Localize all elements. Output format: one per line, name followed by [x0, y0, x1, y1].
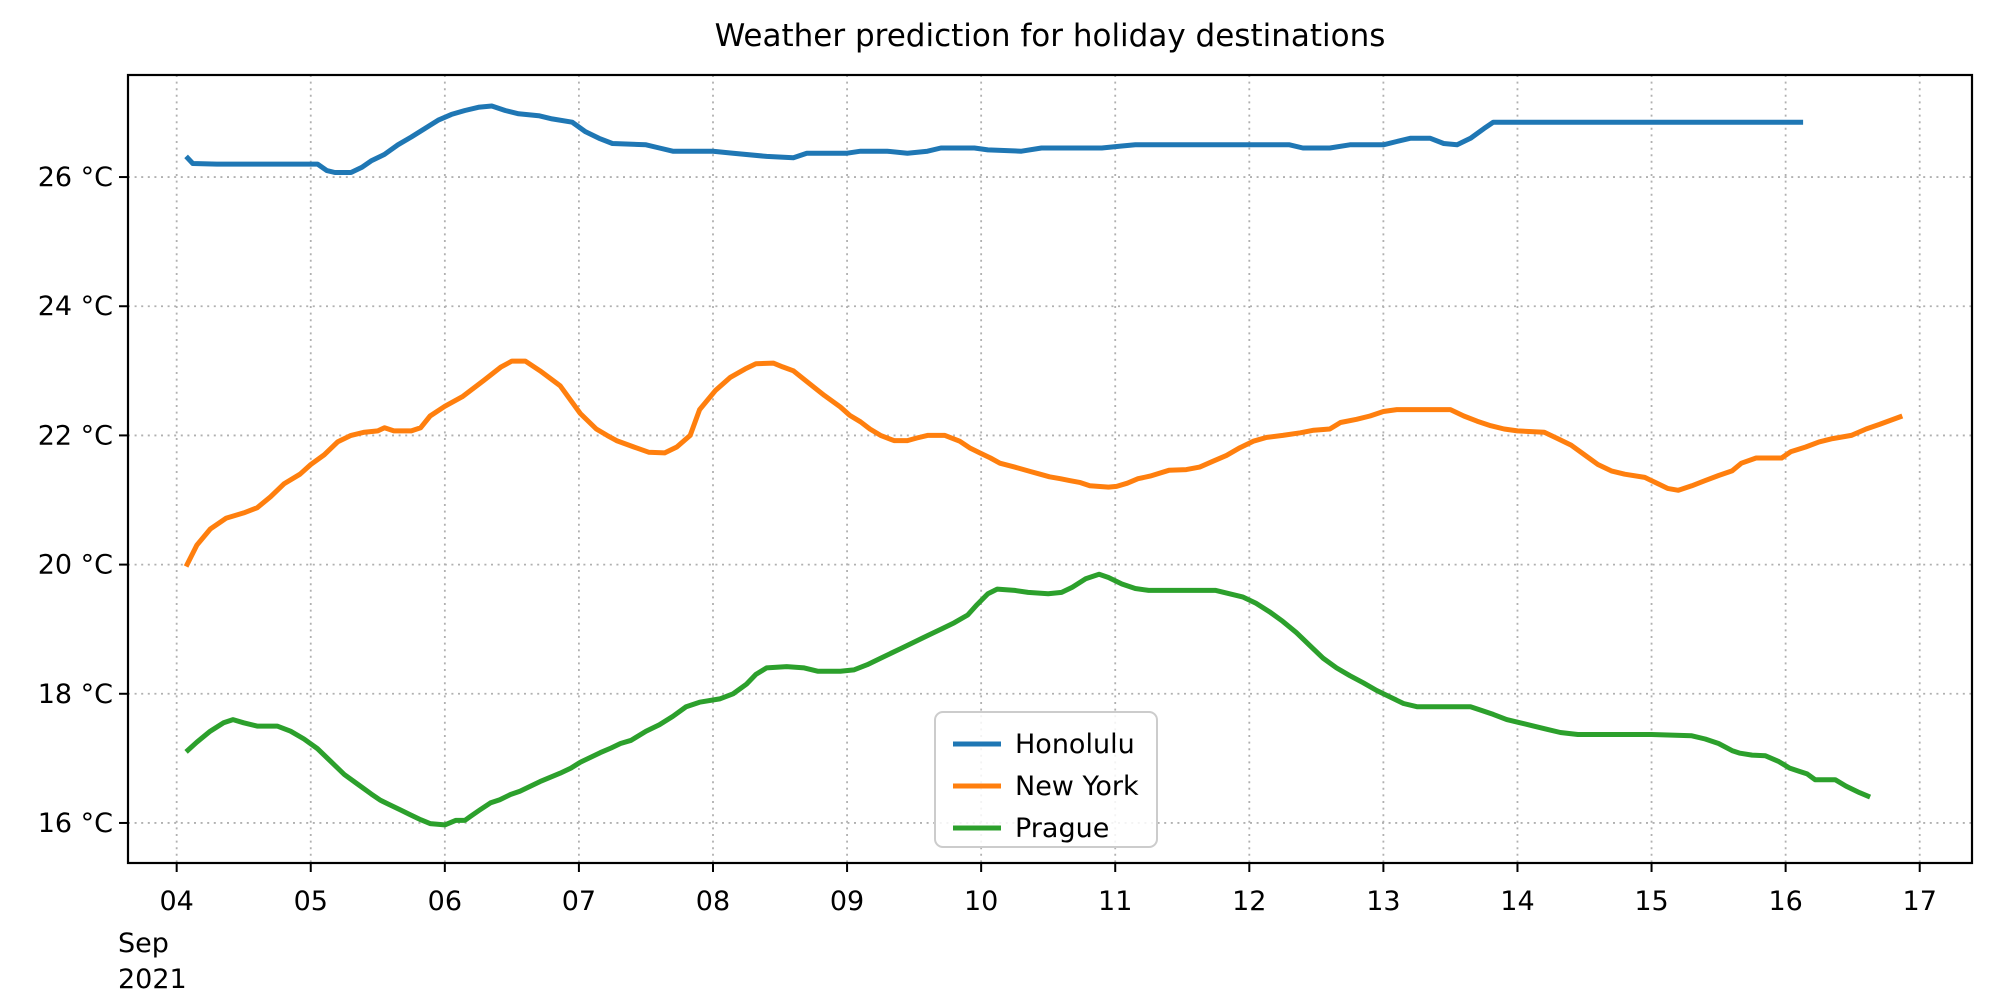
x-tick-label: 12 — [1232, 886, 1266, 917]
legend-label: Prague — [1015, 813, 1109, 844]
series-line-prague — [184, 571, 1872, 828]
series-line-new-york — [183, 358, 1904, 568]
x-tick-label: 07 — [562, 886, 596, 917]
x-axis-date-offset: Sep 2021 — [118, 928, 187, 995]
chart-title: Weather prediction for holiday destinati… — [715, 18, 1386, 54]
series-line-honolulu — [184, 103, 1804, 175]
legend: Honolulu New York Prague — [934, 711, 1158, 848]
axis-ticks — [119, 176, 1921, 872]
y-tick-label: 22 °C — [38, 420, 113, 451]
x-tick-label: 05 — [294, 886, 328, 917]
x-tick-label: 11 — [1098, 886, 1132, 917]
axis-labels: 04 05 06 07 08 09 10 11 12 13 14 15 16 17 16 °C 18 °C 20… — [38, 162, 1937, 917]
y-tick-label: 16 °C — [38, 808, 113, 839]
x-tick-label: 08 — [696, 886, 730, 917]
y-tick-label: 26 °C — [38, 162, 113, 193]
x-tick-label: 13 — [1366, 886, 1400, 917]
x-tick-label: 09 — [830, 886, 864, 917]
x-axis-year-label: 2021 — [118, 964, 187, 995]
legend-entry-prague: Prague — [953, 813, 1109, 844]
legend-entry-new-york: New York — [953, 771, 1139, 802]
legend-label: New York — [1015, 771, 1139, 802]
y-tick-label: 24 °C — [38, 291, 113, 322]
legend-label: Honolulu — [1015, 729, 1135, 760]
plot-border — [126, 73, 1974, 865]
y-tick-label: 20 °C — [38, 550, 113, 581]
legend-entry-honolulu: Honolulu — [953, 729, 1135, 760]
data-series — [183, 103, 1904, 828]
x-tick-label: 14 — [1500, 886, 1534, 917]
x-tick-label: 04 — [159, 886, 193, 917]
x-tick-label: 06 — [428, 886, 462, 917]
x-tick-label: 10 — [964, 886, 998, 917]
x-axis-month-label: Sep — [118, 928, 169, 959]
x-tick-label: 16 — [1768, 886, 1802, 917]
y-tick-label: 18 °C — [38, 679, 113, 710]
x-tick-label: 17 — [1903, 886, 1937, 917]
x-tick-label: 15 — [1634, 886, 1668, 917]
